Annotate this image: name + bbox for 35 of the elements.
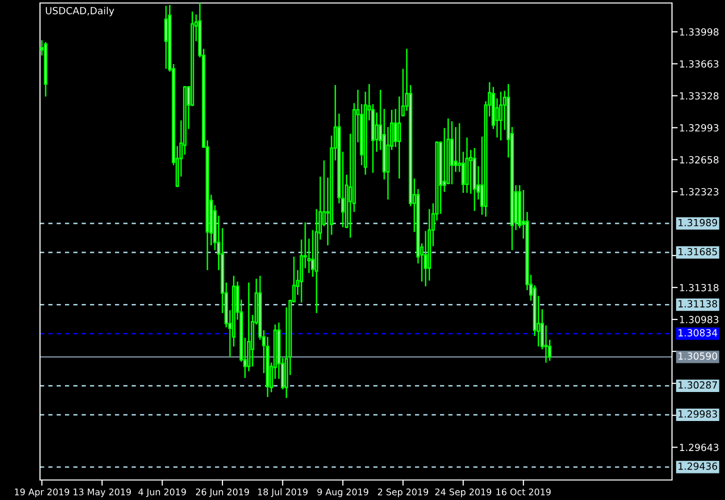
ref-line-label: 1.29983 bbox=[678, 410, 717, 418]
y-tick-label: 1.32323 bbox=[680, 188, 718, 196]
candlestick bbox=[374, 112, 378, 153]
ref-line-label: 1.30287 bbox=[678, 381, 717, 389]
x-tick-label: 18 Jul 2019 bbox=[258, 488, 308, 497]
candlestick bbox=[164, 5, 168, 70]
ref-line-label: 1.31138 bbox=[678, 300, 718, 308]
y-tick-label: 1.32658 bbox=[680, 156, 718, 164]
x-tick-label: 4 Jun 2019 bbox=[138, 488, 186, 497]
candlestick bbox=[424, 230, 428, 288]
y-tick-label: 1.33328 bbox=[680, 92, 718, 100]
x-tick-label: 16 Oct 2019 bbox=[496, 488, 551, 496]
candlestick bbox=[544, 324, 548, 364]
y-tick-label: 1.30983 bbox=[680, 316, 718, 324]
candlestick bbox=[499, 91, 503, 142]
ref-line-label: 1.31989 bbox=[678, 218, 718, 226]
x-tick-label: 9 Aug 2019 bbox=[317, 488, 368, 498]
x-tick-label: 2 Sep 2019 bbox=[378, 488, 428, 498]
y-tick-label: 1.29643 bbox=[680, 444, 718, 452]
ref-line-label: 1.31685 bbox=[678, 248, 717, 256]
chart-title: USDCAD,Daily bbox=[46, 6, 114, 16]
y-tick-label: 1.33663 bbox=[680, 60, 718, 68]
y-tick-label: 1.31318 bbox=[680, 284, 718, 292]
candlestick bbox=[454, 126, 458, 173]
x-tick-label: 19 Apr 2019 bbox=[14, 488, 70, 498]
ref-line-label: 1.30590 bbox=[678, 352, 718, 360]
candlestick bbox=[398, 96, 401, 180]
x-tick-label: 24 Sep 2019 bbox=[435, 488, 492, 498]
x-tick-label: 13 May 2019 bbox=[74, 488, 131, 498]
y-tick-label: 1.33998 bbox=[680, 28, 718, 36]
y-tick-label: 1.32993 bbox=[680, 124, 718, 132]
x-tick-label: 26 Jun 2019 bbox=[196, 488, 249, 497]
ref-line-label: 1.29436 bbox=[678, 462, 718, 470]
ref-line-label: 1.30834 bbox=[678, 329, 718, 336]
candlestick bbox=[311, 229, 314, 278]
